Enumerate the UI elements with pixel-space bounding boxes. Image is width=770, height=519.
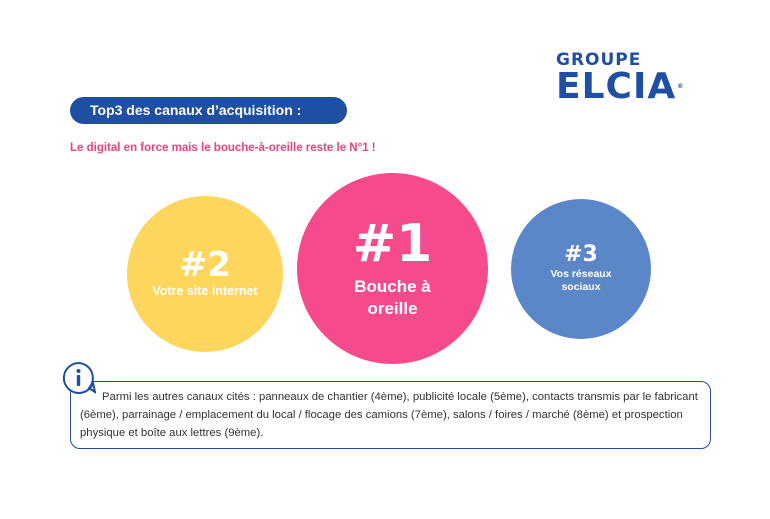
groupe-elcia-logo: GROUPE ELCIA® bbox=[556, 50, 716, 105]
logo-line-groupe: GROUPE bbox=[556, 50, 642, 70]
rank-3-label: Vos réseaux sociaux bbox=[550, 267, 612, 293]
subtitle: Le digital en force mais le bouche-à-ore… bbox=[70, 142, 376, 154]
rank-2-number: #2 bbox=[178, 245, 232, 286]
rank-2-label: Votre site internet bbox=[152, 284, 258, 299]
rank-3-number: #3 bbox=[564, 241, 598, 267]
section-heading: Top3 des canaux d’acquisition : bbox=[70, 97, 347, 124]
rank-2-circle: #2 Votre site internet bbox=[127, 196, 283, 352]
rank-3-circle: #3 Vos réseaux sociaux bbox=[511, 199, 651, 339]
rank-1-number: #1 bbox=[352, 214, 433, 275]
rank-1-label: Bouche à oreille bbox=[354, 277, 431, 318]
info-text: Parmi les autres canaux cités : panneaux… bbox=[80, 391, 698, 439]
info-icon bbox=[62, 361, 96, 394]
logo-line-elcia: ELCIA® bbox=[556, 66, 685, 107]
info-box: Parmi les autres canaux cités : panneaux… bbox=[70, 381, 711, 449]
rank-1-circle: #1 Bouche à oreille bbox=[297, 173, 488, 364]
